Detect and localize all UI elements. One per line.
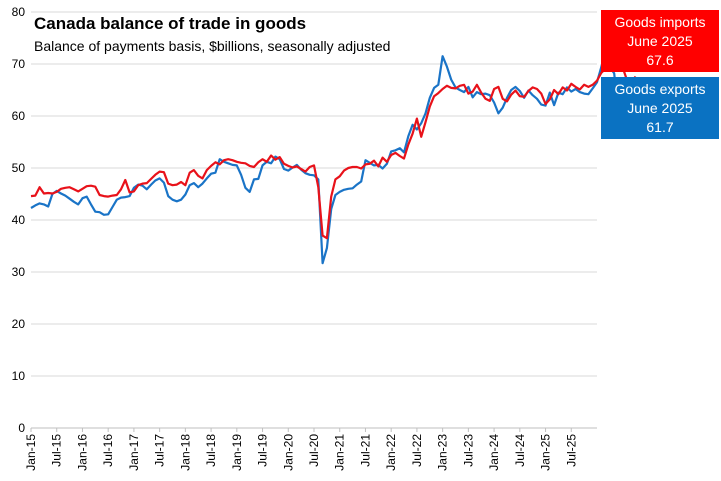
y-tick-label: 20 [12, 317, 26, 331]
y-tick-label: 70 [12, 57, 26, 71]
x-tick-label: Jul-21 [358, 434, 372, 467]
imports-callout: Goods imports June 2025 67.6 [601, 10, 719, 72]
x-tick-label: Jul-24 [513, 434, 527, 467]
y-tick-label: 30 [12, 265, 26, 279]
imports-callout-label: Goods imports [614, 14, 706, 30]
x-tick-label: Jul-17 [153, 434, 167, 467]
imports-callout-date: June 2025 [627, 33, 693, 49]
series-line-goods-exports [30, 47, 628, 265]
x-tick-label: Jan-15 [24, 434, 38, 471]
x-tick-label: Jan-18 [178, 434, 192, 471]
x-tick-label: Jan-17 [127, 434, 141, 471]
x-tick-label: Jul-16 [101, 434, 115, 467]
exports-callout-label: Goods exports [614, 81, 706, 97]
chart-subtitle: Balance of payments basis, $billions, se… [34, 38, 391, 54]
y-tick-label: 40 [12, 213, 26, 227]
y-tick-label: 50 [12, 161, 26, 175]
series-line-goods-imports [30, 59, 637, 240]
y-axis-ticks: 0 10 20 30 40 50 60 70 80 [12, 5, 26, 435]
exports-callout-date: June 2025 [627, 100, 693, 116]
x-tick-label: Jul-20 [307, 434, 321, 467]
x-tick-label: Jan-25 [539, 434, 553, 471]
exports-callout-value: 61.7 [646, 119, 674, 135]
x-tick-label: Jan-21 [333, 434, 347, 471]
x-tick-label: Jan-23 [436, 434, 450, 471]
x-tick-label: Jan-16 [75, 434, 89, 471]
y-tick-label: 80 [12, 5, 26, 19]
x-tick-label: Jan-19 [230, 434, 244, 471]
gridlines [31, 11, 597, 377]
series-lines [30, 47, 637, 265]
x-tick-label: Jul-18 [204, 434, 218, 467]
x-tick-label: Jan-22 [384, 434, 398, 471]
chart-title: Canada balance of trade in goods [34, 14, 307, 33]
x-tick-label: Jul-23 [461, 434, 475, 467]
imports-callout-value: 67.6 [646, 52, 674, 68]
y-tick-label: 10 [12, 369, 26, 383]
x-tick-label: Jul-22 [410, 434, 424, 467]
y-tick-label: 0 [18, 421, 25, 435]
exports-callout: Goods exports June 2025 61.7 [601, 77, 719, 139]
y-tick-label: 60 [12, 109, 26, 123]
x-axis-ticks: Jan-15 Jul-15 Jan-16 Jul-16 Jan-17 Jul-17 Jan-… [24, 428, 578, 471]
x-tick-label: Jul-15 [50, 434, 64, 467]
x-tick-label: Jul-19 [256, 434, 270, 467]
x-tick-label: Jul-25 [564, 434, 578, 467]
x-tick-label: Jan-20 [281, 434, 295, 471]
x-tick-label: Jan-24 [487, 434, 501, 471]
